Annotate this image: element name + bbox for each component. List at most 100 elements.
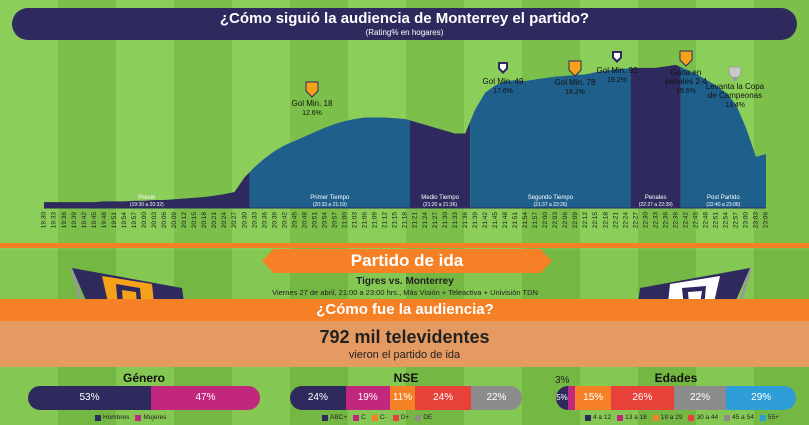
nse-segment-c-minus: 11% — [389, 386, 416, 410]
x-tick-label: 20:57 — [332, 212, 339, 229]
x-tick-label: 21:51 — [512, 212, 519, 229]
x-tick-label: 21:06 — [362, 212, 369, 229]
x-tick-label: 21:57 — [532, 212, 539, 229]
x-tick-label: 22:54 — [723, 212, 730, 229]
x-tick-label: 22:45 — [693, 212, 700, 229]
segment-range: (22:40 a 23:06) — [706, 202, 740, 208]
x-tick-label: 20:18 — [201, 212, 208, 229]
segment-label: Post Partido — [707, 195, 740, 201]
x-tick-label: 23:03 — [753, 212, 760, 229]
annotation-label: penales 2-4 — [665, 77, 707, 86]
tigres-shield-icon — [568, 60, 582, 77]
x-tick-label: 22:21 — [612, 212, 619, 229]
legend-label-d-plus: D+ — [400, 414, 410, 421]
x-tick-label: 22:27 — [632, 212, 639, 229]
x-tick-label: 22:12 — [582, 212, 589, 229]
x-tick-label: 20:51 — [311, 212, 318, 229]
viewers-panel: 792 mil televidentes vieron el partido d… — [0, 321, 809, 367]
nse-bar: 24% 19% 11% 24% 22% — [290, 386, 522, 410]
annotation-label: Gol Min. 18 — [292, 99, 333, 108]
x-tick-label: 22:00 — [542, 212, 549, 229]
legend-label-mujeres: Mujeres — [143, 414, 167, 421]
x-tick-label: 20:48 — [301, 212, 308, 229]
nse-title: NSE — [393, 371, 419, 385]
legend-item-19-29: 19 a 29 — [652, 414, 683, 421]
area-segment-5 — [680, 67, 766, 208]
x-tick-label: 22:36 — [662, 212, 669, 229]
x-tick-label: 22:24 — [622, 212, 629, 229]
legend-item-45-54: 45 a 54 — [724, 414, 754, 421]
x-tick-label: 21:30 — [442, 212, 449, 229]
legend-item-c-minus: C- — [371, 414, 387, 421]
edades-segment-45-54: 22% — [673, 386, 727, 410]
x-tick-label: 20:45 — [291, 212, 298, 229]
annotation-label: Gol Min. 78 — [555, 78, 596, 87]
x-tick-label: 21:42 — [482, 212, 489, 229]
x-tick-label: 21:15 — [392, 212, 399, 229]
x-tick-label: 19:51 — [111, 212, 118, 229]
nse-legend: ABC+ C C- D+ DE — [322, 414, 432, 421]
area-segment-4 — [630, 64, 681, 208]
x-tick-label: 22:09 — [572, 212, 579, 229]
x-tick-label: 20:33 — [251, 212, 258, 229]
match-teams: Tigres vs. Monterrey — [356, 276, 454, 287]
legend-item-55-plus: 55+ — [759, 414, 779, 421]
annotation-label: Levanta la Copa — [706, 82, 765, 91]
x-tick-label: 22:42 — [682, 212, 689, 229]
x-tick-label: 21:45 — [492, 212, 499, 229]
area-segment-1 — [249, 117, 411, 208]
x-tick-label: 22:39 — [672, 212, 679, 229]
x-tick-label: 21:12 — [382, 212, 389, 229]
annotation-label: Gol Min. 92 — [597, 66, 638, 75]
monterrey-shield-inner-icon — [500, 64, 506, 71]
genero-segment-hombres: 53% — [28, 386, 151, 410]
segment-label: Medio Tiempo — [421, 195, 459, 201]
x-tick-label: 21:00 — [342, 212, 349, 229]
area-segment-0 — [44, 172, 250, 208]
segment-range: (21:20 a 21:36) — [423, 202, 457, 208]
x-tick-label: 21:39 — [472, 212, 479, 229]
legend-label-45-54: 45 a 54 — [732, 414, 754, 421]
x-tick-label: 21:18 — [402, 212, 409, 229]
x-tick-label: 19:54 — [121, 212, 128, 229]
x-tick-label: 20:00 — [141, 212, 148, 229]
legend-label-c: C — [361, 414, 366, 421]
x-tick-label: 19:57 — [131, 212, 138, 229]
legend-label-abc: ABC+ — [330, 414, 348, 421]
legend-label-55-plus: 55+ — [767, 414, 779, 421]
x-tick-label: 21:54 — [522, 212, 529, 229]
x-tick-label: 21:36 — [462, 212, 469, 229]
segment-label: Segundo Tiempo — [528, 195, 574, 201]
monterrey-shield-inner-icon — [614, 53, 620, 60]
x-tick-label: 19:33 — [51, 212, 58, 229]
tigres-shield-icon — [305, 81, 319, 98]
x-tick-label: 20:42 — [281, 212, 288, 229]
nse-segment-abc: 24% — [290, 386, 346, 410]
trophy-icon — [728, 66, 742, 79]
legend-label-4-12: 4 a 12 — [593, 414, 612, 421]
legend-label-30-44: 30 a 44 — [696, 414, 719, 421]
edades-title: Edades — [654, 371, 698, 385]
x-tick-label: 20:09 — [171, 212, 178, 229]
x-tick-label: 22:30 — [642, 212, 649, 229]
x-tick-label: 21:09 — [372, 212, 379, 229]
legend-item-mujeres: Mujeres — [135, 414, 167, 421]
edades-segment-4-12: 5% — [556, 386, 568, 410]
match-details: Viernes 27 de abril, 21:00 a 23:00 hrs.,… — [272, 288, 538, 297]
x-tick-label: 20:30 — [241, 212, 248, 229]
page-subtitle: (Rating% en hogares) — [365, 28, 444, 37]
segment-range: (20:33 a 21:19) — [313, 202, 347, 208]
edades-label-13-18: 3% — [555, 375, 570, 386]
annotation-value: 13.4% — [725, 102, 745, 109]
divider-line — [0, 243, 809, 248]
page-title: ¿Cómo siguió la audiencia de Monterrey e… — [219, 10, 590, 27]
x-tick-label: 21:48 — [502, 212, 509, 229]
area-segment-3 — [470, 68, 631, 208]
x-tick-label: 21:33 — [452, 212, 459, 229]
legend-label-19-29: 19 a 29 — [660, 414, 683, 421]
x-tick-label: 22:51 — [713, 212, 720, 229]
x-tick-label: 20:36 — [261, 212, 268, 229]
x-tick-label: 22:48 — [703, 212, 710, 229]
x-tick-label: 20:27 — [231, 212, 238, 229]
legend-item-13-18: 13 a 18 — [617, 414, 647, 421]
